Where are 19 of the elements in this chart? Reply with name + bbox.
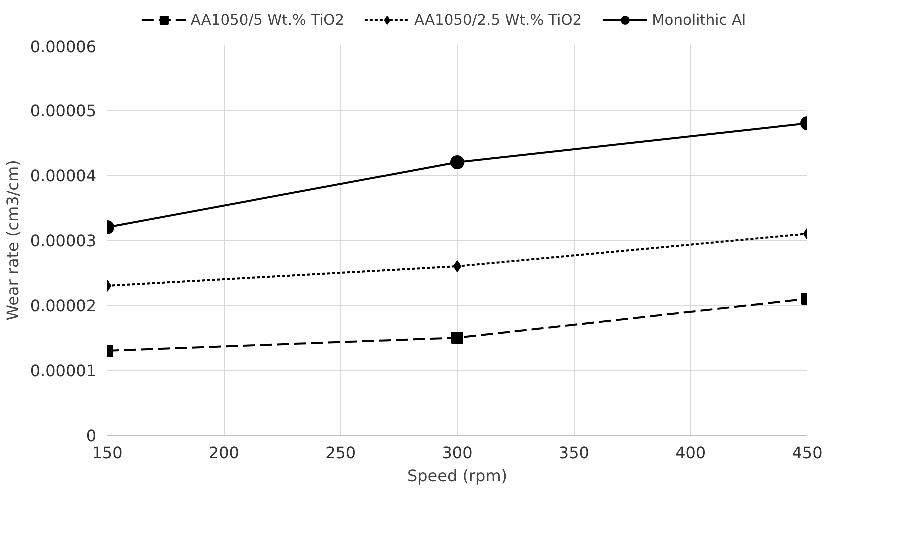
x-tick-label: 200 bbox=[208, 444, 240, 462]
legend-label: AA1050/5 Wt.% TiO2 bbox=[190, 12, 345, 28]
x-tick-label: 350 bbox=[558, 444, 590, 462]
y-tick-label: 0.00001 bbox=[30, 362, 97, 380]
y-axis-title: Wear rate (cm3/cm) bbox=[3, 160, 22, 321]
y-tick-label: 0.00006 bbox=[30, 38, 97, 56]
x-tick-label: 150 bbox=[92, 444, 123, 462]
y-tick-label: 0.00002 bbox=[30, 296, 97, 316]
y-tick-label: 0.00005 bbox=[30, 102, 97, 120]
x-tick-label: 250 bbox=[326, 444, 356, 462]
x-tick-label: 400 bbox=[676, 444, 706, 462]
legend-label: AA1050/2.5 Wt.% TiO2 bbox=[414, 12, 582, 28]
y-tick-label: 0.00004 bbox=[30, 166, 97, 186]
x-tick-label: 300 bbox=[442, 444, 473, 462]
y-tick-label: 0.00003 bbox=[30, 232, 97, 250]
legend-label: Monolithic Al bbox=[652, 12, 746, 28]
x-tick-label: 450 bbox=[792, 444, 823, 462]
y-tick-label: 0 bbox=[86, 426, 97, 446]
x-axis-title: Speed (rpm) bbox=[407, 466, 508, 486]
